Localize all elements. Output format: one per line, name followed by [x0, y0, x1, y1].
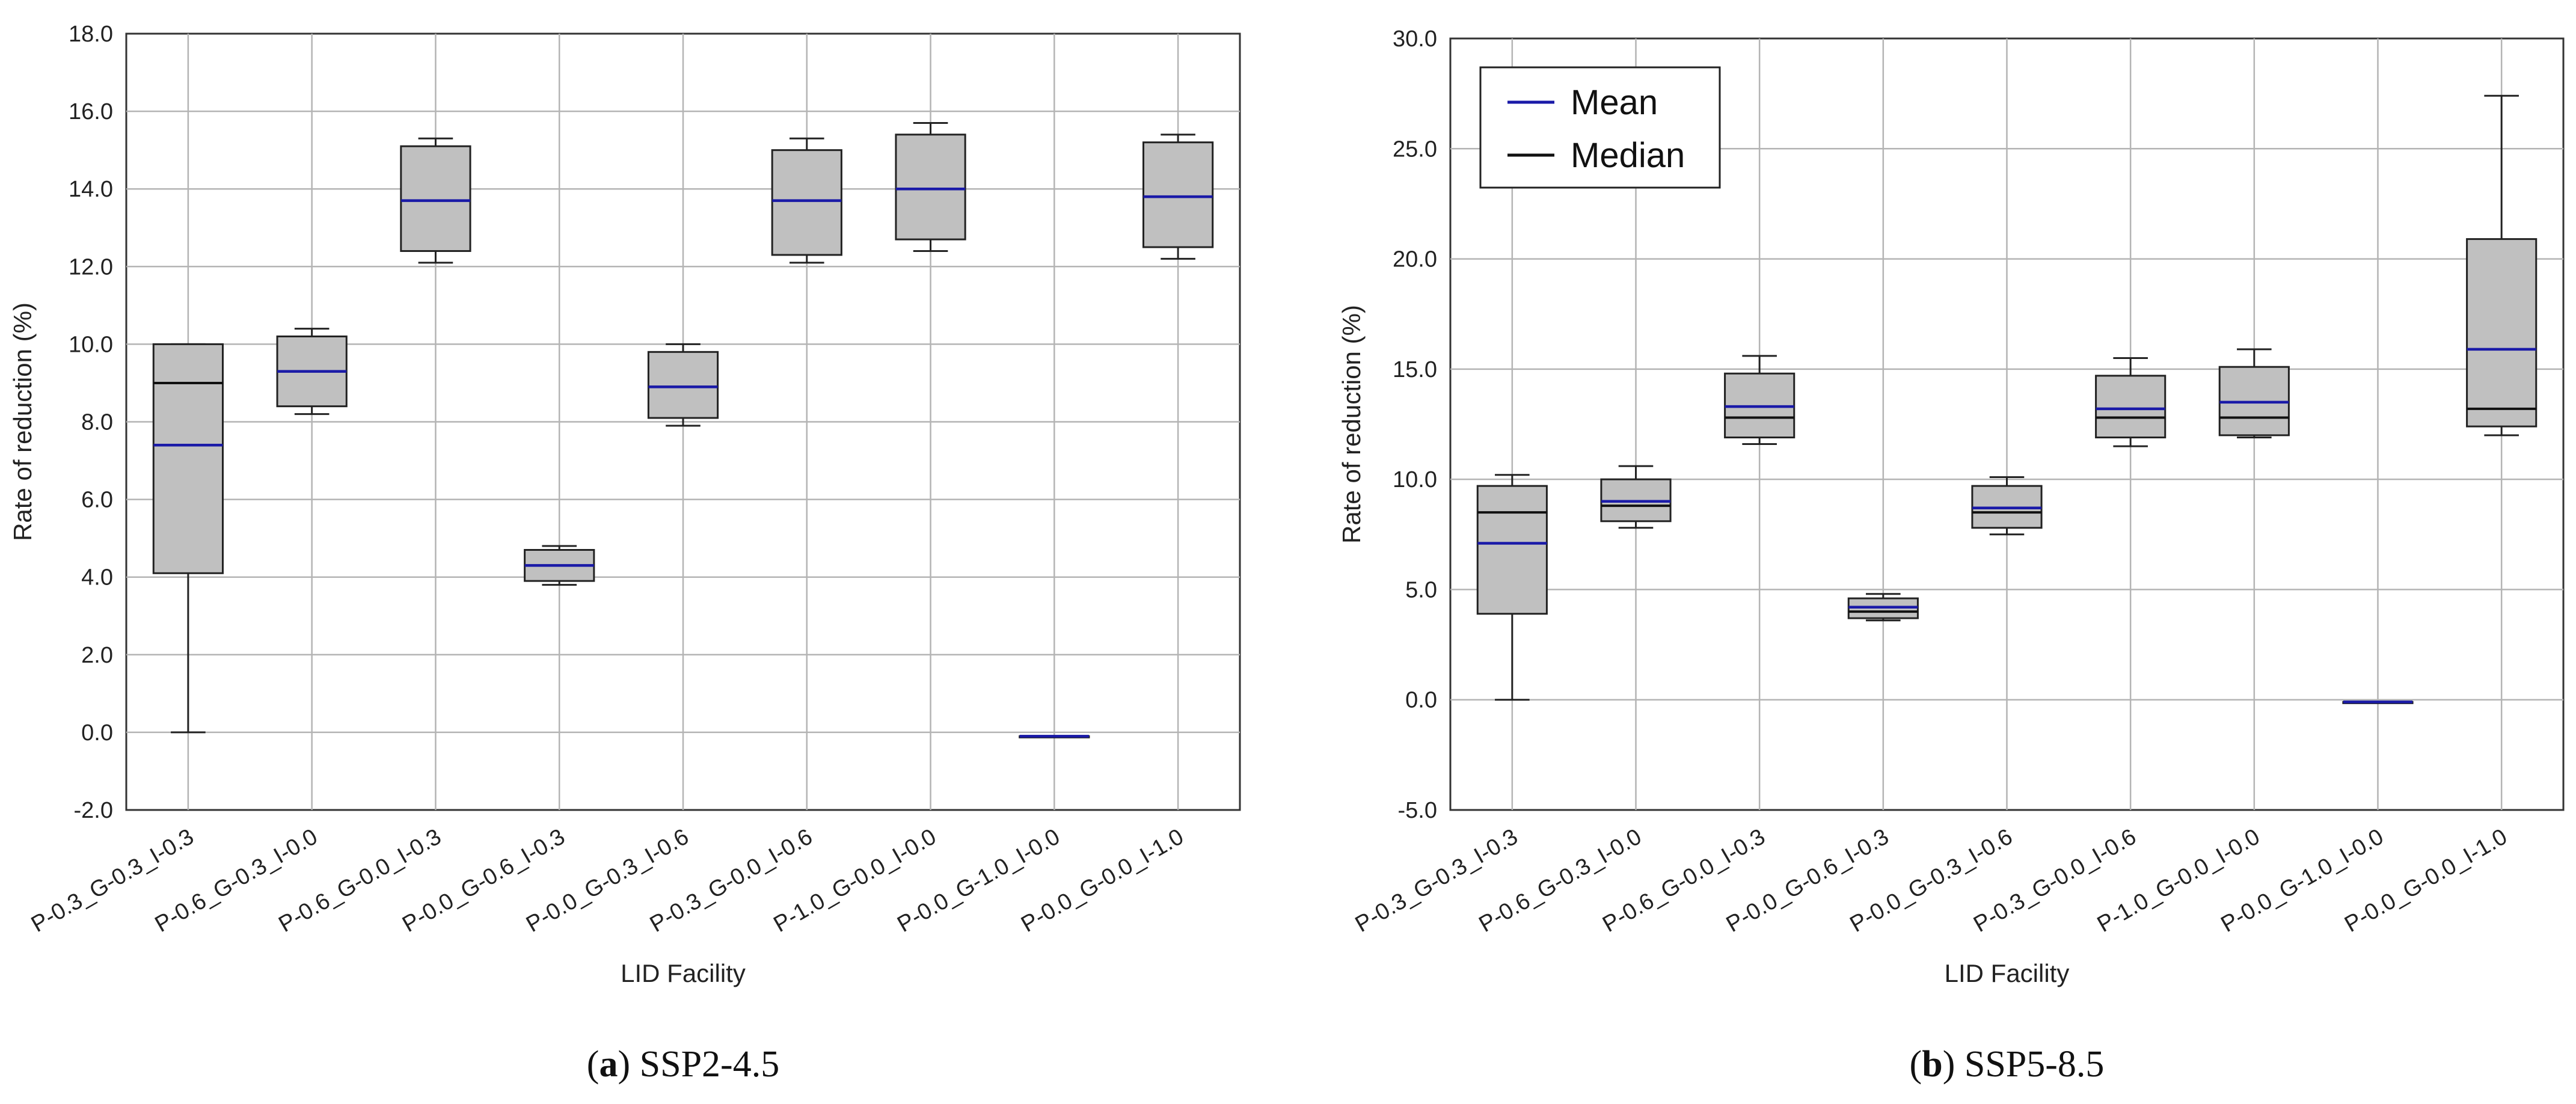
- caption-b: (b) SSP5-8.5: [1910, 1044, 2105, 1085]
- y-tick-label: -5.0: [1398, 798, 1437, 823]
- y-tick-label: 10.0: [69, 332, 113, 357]
- x-ticks-b: P-0.3_G-0.3_I-0.3P-0.6_G-0.3_I-0.0P-0.6_…: [1351, 824, 2512, 937]
- panel-b: -5.0 0.0 5.0 10.0 15.0 20.0 25.0 30.0 P-0.3_G-0…: [1337, 26, 2565, 1085]
- legend-median-label: Median: [1571, 136, 1685, 175]
- y-tick-label: 8.0: [81, 410, 113, 435]
- y-tick-label: 2.0: [81, 643, 113, 668]
- y-tick-label: 15.0: [1393, 357, 1437, 382]
- box-a-6: [771, 137, 842, 264]
- box-b-2: [1600, 465, 1672, 529]
- caption-b-panel-label: b: [1922, 1044, 1942, 1085]
- y-ticks-a: -2.0 0.0 2.0 4.0 6.0 8.0 10.0 12.0 14.0 16.0 18.0: [69, 22, 113, 823]
- box-b-1: [1476, 474, 1548, 701]
- legend-box: [1479, 66, 1721, 189]
- legend-mean-label: Mean: [1571, 83, 1658, 122]
- box-a-1: [152, 343, 224, 734]
- y-tick-label: 10.0: [1393, 467, 1437, 492]
- iqr-box: [400, 145, 471, 252]
- y-tick-label: -2.0: [74, 798, 113, 823]
- iqr-box: [1142, 141, 1214, 248]
- y-tick-label: 5.0: [1405, 577, 1437, 603]
- box-a-2: [276, 328, 348, 416]
- y-tick-label: 6.0: [81, 488, 113, 513]
- box-a-8: [1019, 735, 1090, 738]
- x-ticks-a: P-0.3_G-0.3_I-0.3P-0.6_G-0.3_I-0.0P-0.6_…: [27, 824, 1188, 937]
- y-tick-label: 0.0: [1405, 688, 1437, 713]
- boxes-a: [152, 121, 1214, 738]
- y-tick-label: 4.0: [81, 565, 113, 590]
- box-a-9: [1142, 133, 1214, 260]
- box-b-3: [1724, 355, 1796, 445]
- box-b-9: [2466, 94, 2538, 437]
- box-b-6: [2095, 357, 2167, 447]
- box-b-5: [1971, 476, 2043, 536]
- iqr-box: [1476, 485, 1548, 615]
- x-axis-label-a: LID Facility: [621, 959, 746, 987]
- box-a-5: [647, 343, 719, 427]
- iqr-box: [152, 343, 224, 574]
- iqr-box: [2095, 375, 2167, 438]
- caption-a-panel-label: a: [599, 1044, 618, 1085]
- y-tick-label: 18.0: [69, 22, 113, 47]
- iqr-box: [895, 133, 966, 241]
- box-b-4: [1847, 593, 1919, 622]
- caption-a-text: SSP2-4.5: [640, 1044, 780, 1085]
- y-tick-label: 0.0: [81, 720, 113, 746]
- box-b-8: [2342, 701, 2414, 704]
- caption-b-text: SSP5-8.5: [1964, 1044, 2105, 1085]
- x-axis-label-b: LID Facility: [1945, 959, 2070, 987]
- y-tick-label: 16.0: [69, 99, 113, 124]
- y-tick-label: 25.0: [1393, 136, 1437, 162]
- y-tick-label: 30.0: [1393, 26, 1437, 52]
- box-a-4: [524, 545, 595, 586]
- boxes-b: [1476, 94, 2538, 704]
- y-axis-label-a: Rate of reduction (%): [8, 302, 37, 541]
- y-tick-label: 14.0: [69, 177, 113, 202]
- box-b-7: [2218, 348, 2290, 438]
- caption-a: (a) SSP2-4.5: [587, 1044, 779, 1085]
- legend: Mean Median: [1479, 66, 1721, 189]
- y-tick-label: 20.0: [1393, 247, 1437, 272]
- box-a-7: [895, 121, 966, 252]
- iqr-box: [771, 149, 842, 256]
- iqr-box: [2466, 238, 2538, 428]
- box-a-3: [400, 137, 471, 264]
- y-tick-label: 12.0: [69, 254, 113, 280]
- y-ticks-b: -5.0 0.0 5.0 10.0 15.0 20.0 25.0 30.0: [1393, 26, 1437, 823]
- panel-a: -2.00.02.04.06.08.010.012.014.016.018.0 …: [8, 22, 1241, 1085]
- iqr-box: [647, 351, 719, 419]
- y-axis-label-b: Rate of reduction (%): [1337, 305, 1366, 544]
